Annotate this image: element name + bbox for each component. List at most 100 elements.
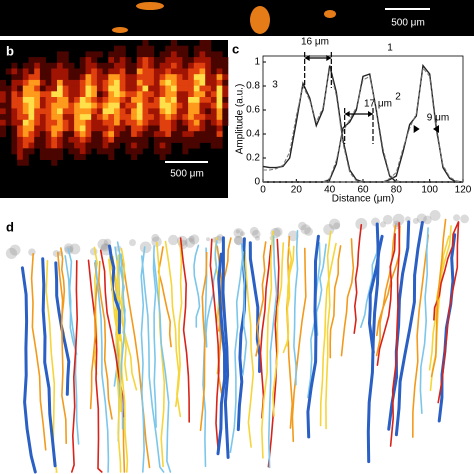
heat-cell bbox=[199, 57, 206, 64]
heat-cell bbox=[39, 97, 46, 103]
heat-cell bbox=[188, 91, 195, 98]
speckle bbox=[103, 238, 112, 247]
heat-cell bbox=[171, 51, 177, 58]
heat-cell bbox=[176, 79, 183, 86]
speckle bbox=[287, 230, 299, 242]
heat-cell bbox=[148, 131, 155, 138]
heat-cell bbox=[51, 85, 58, 92]
heat-cell bbox=[0, 102, 6, 109]
heat-cell bbox=[96, 142, 103, 149]
heat-cell bbox=[153, 74, 160, 81]
heat-cell bbox=[222, 74, 229, 81]
heat-cell bbox=[182, 142, 189, 149]
heat-cell bbox=[96, 102, 103, 109]
signal-blob bbox=[324, 10, 336, 18]
heat-cell bbox=[96, 68, 103, 75]
heat-cell bbox=[188, 119, 195, 126]
heat-cell bbox=[62, 91, 69, 98]
heat-cell bbox=[205, 114, 212, 121]
heat-cell bbox=[45, 108, 52, 115]
y-tick-label: 0.2 bbox=[246, 153, 260, 164]
heat-cell bbox=[171, 62, 177, 69]
heat-cell bbox=[193, 68, 200, 75]
speckle bbox=[206, 237, 211, 242]
heat-cell bbox=[199, 62, 206, 69]
heat-cell bbox=[136, 136, 143, 143]
heat-cell bbox=[205, 119, 212, 126]
heat-cell bbox=[28, 119, 35, 126]
vessel-trace bbox=[240, 242, 248, 376]
heat-cell bbox=[68, 68, 75, 75]
heat-cell bbox=[28, 57, 35, 64]
heat-cell bbox=[96, 136, 103, 143]
heat-cell bbox=[62, 85, 69, 92]
heat-cell bbox=[68, 74, 75, 81]
heat-cell bbox=[79, 125, 86, 132]
heat-cell bbox=[74, 114, 81, 121]
heat-cell bbox=[153, 91, 160, 98]
heat-cell bbox=[205, 91, 212, 98]
heat-cell bbox=[11, 102, 18, 109]
speckle bbox=[235, 229, 241, 234]
heat-cell bbox=[165, 142, 172, 149]
heat-cell bbox=[39, 131, 46, 138]
vessel-trace bbox=[244, 250, 255, 448]
heat-cell bbox=[11, 125, 18, 132]
heat-cell bbox=[91, 68, 98, 75]
heat-cell bbox=[34, 57, 41, 64]
heat-cell bbox=[62, 57, 69, 64]
heat-cell bbox=[216, 79, 223, 86]
heat-cell bbox=[114, 51, 120, 58]
heat-cell bbox=[171, 40, 177, 46]
speckle bbox=[5, 247, 18, 260]
heat-cell bbox=[193, 102, 200, 109]
x-tick-label: 100 bbox=[421, 185, 438, 196]
heat-cell bbox=[22, 97, 29, 103]
heat-cell bbox=[165, 91, 172, 98]
heat-cell bbox=[148, 119, 155, 126]
heat-cell bbox=[85, 136, 92, 143]
heat-cell bbox=[51, 114, 58, 121]
heat-cell bbox=[79, 91, 86, 98]
vessel-trace bbox=[152, 245, 157, 428]
speckle bbox=[329, 218, 341, 230]
heat-cell bbox=[131, 97, 138, 103]
heat-cell bbox=[57, 85, 63, 92]
heat-cell bbox=[148, 74, 155, 81]
heat-cell bbox=[176, 62, 183, 69]
heat-cell bbox=[91, 51, 98, 58]
heat-cell bbox=[119, 62, 126, 69]
heat-cell bbox=[102, 62, 109, 69]
heat-cell bbox=[210, 91, 217, 98]
heat-cell bbox=[153, 68, 160, 75]
speckle bbox=[422, 215, 432, 225]
heat-cell bbox=[114, 136, 120, 143]
speckle bbox=[416, 213, 427, 224]
heat-cell bbox=[131, 154, 138, 160]
heat-cell bbox=[74, 119, 81, 126]
heat-cell bbox=[188, 131, 195, 138]
heat-cell bbox=[119, 57, 126, 64]
vessel-trace bbox=[389, 222, 401, 447]
heat-cell bbox=[136, 142, 143, 149]
heat-cell bbox=[57, 125, 63, 132]
heat-cell bbox=[142, 62, 149, 69]
heat-cell bbox=[171, 74, 177, 81]
heat-cell bbox=[62, 102, 69, 109]
heat-cell bbox=[17, 74, 24, 81]
heat-cell bbox=[165, 51, 172, 58]
x-tick-label: 20 bbox=[291, 185, 303, 196]
heat-cell bbox=[28, 68, 35, 75]
x-axis-label: Distance (μm) bbox=[332, 194, 394, 205]
speckle bbox=[379, 221, 387, 228]
heat-cell bbox=[136, 91, 143, 98]
heat-cell bbox=[199, 136, 206, 143]
heat-cell bbox=[165, 57, 172, 64]
heat-cell bbox=[216, 119, 223, 126]
heat-cell bbox=[102, 102, 109, 109]
heat-cell bbox=[28, 97, 35, 103]
vessel-trace bbox=[325, 230, 332, 430]
heat-cell bbox=[108, 125, 115, 132]
heat-cell bbox=[79, 97, 86, 103]
heat-cell bbox=[148, 91, 155, 98]
